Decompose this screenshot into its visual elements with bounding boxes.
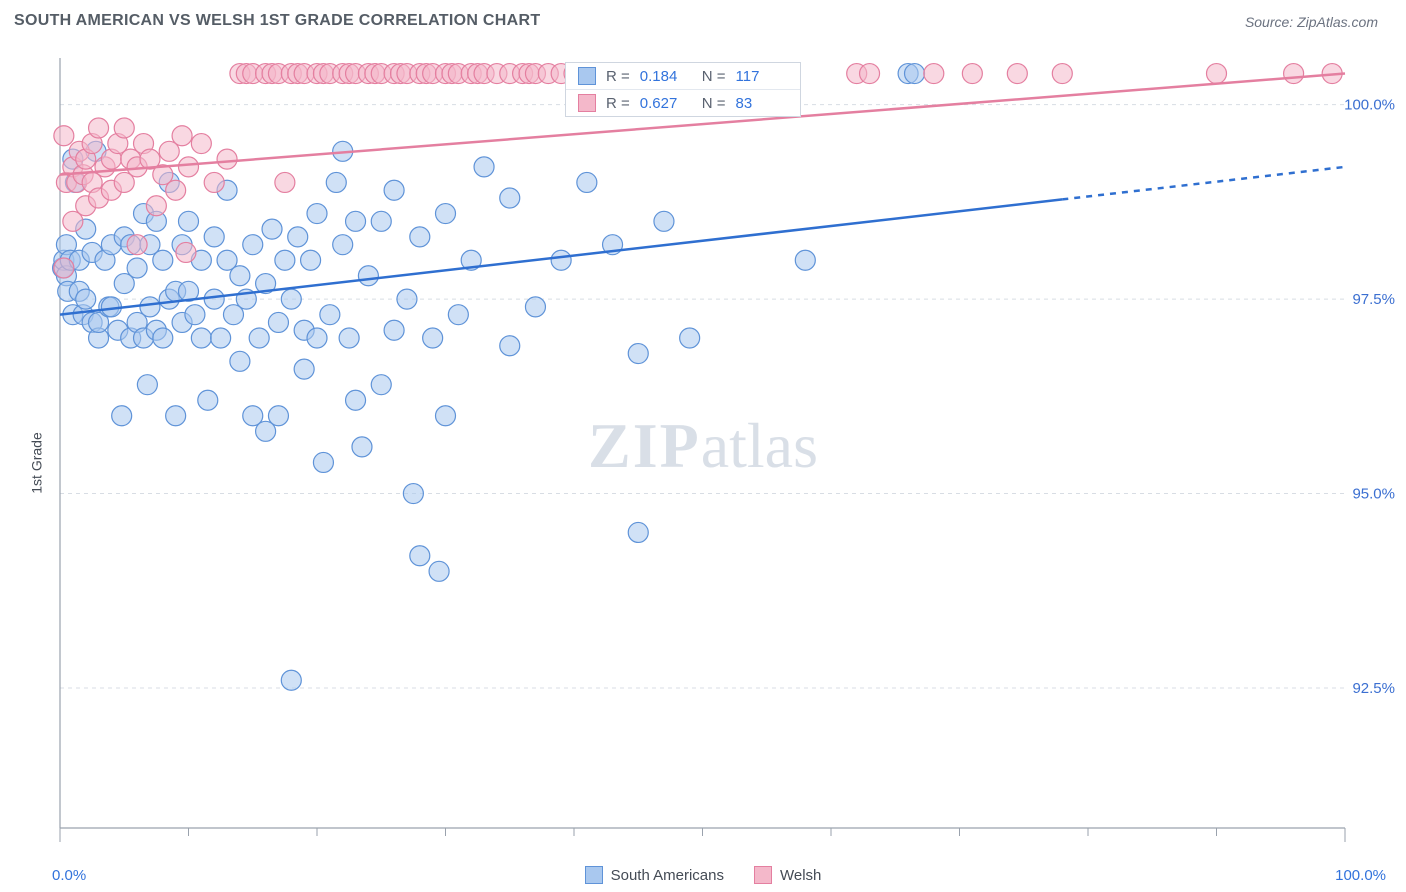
chart-container: 100.0%97.5%95.0%92.5% 1st Grade ZIPatlas… [0,38,1406,888]
legend: South Americans Welsh [0,866,1406,884]
stat-r-label: R = [606,68,630,85]
chart-source: Source: ZipAtlas.com [1245,14,1378,30]
legend-item-1: Welsh [754,866,821,884]
stats-row-series-0: R = 0.184 N = 117 [566,63,800,90]
stat-n-label: N = [702,68,726,85]
swatch-icon [585,866,603,884]
svg-text:95.0%: 95.0% [1352,486,1395,503]
scatter-plot: 100.0% 97.5% 95.0% 92.5% [0,38,1406,888]
stat-n-label: N = [702,95,726,112]
swatch-icon [578,67,596,85]
legend-label: South Americans [611,867,724,884]
legend-item-0: South Americans [585,866,724,884]
swatch-icon [754,866,772,884]
svg-text:97.5%: 97.5% [1352,291,1395,308]
svg-text:92.5%: 92.5% [1352,680,1395,697]
swatch-icon [578,94,596,112]
stat-r-label: R = [606,95,630,112]
stats-row-series-1: R = 0.627 N = 83 [566,90,800,116]
correlation-stats-box: R = 0.184 N = 117 R = 0.627 N = 83 [565,62,801,117]
chart-title: SOUTH AMERICAN VS WELSH 1ST GRADE CORREL… [14,12,540,30]
stat-n-value: 117 [736,68,788,85]
legend-label: Welsh [780,867,821,884]
stat-n-value: 83 [736,95,788,112]
svg-text:100.0%: 100.0% [1344,97,1395,114]
y-axis-label: 1st Grade [29,432,45,493]
stat-r-value: 0.184 [640,68,692,85]
stat-r-value: 0.627 [640,95,692,112]
